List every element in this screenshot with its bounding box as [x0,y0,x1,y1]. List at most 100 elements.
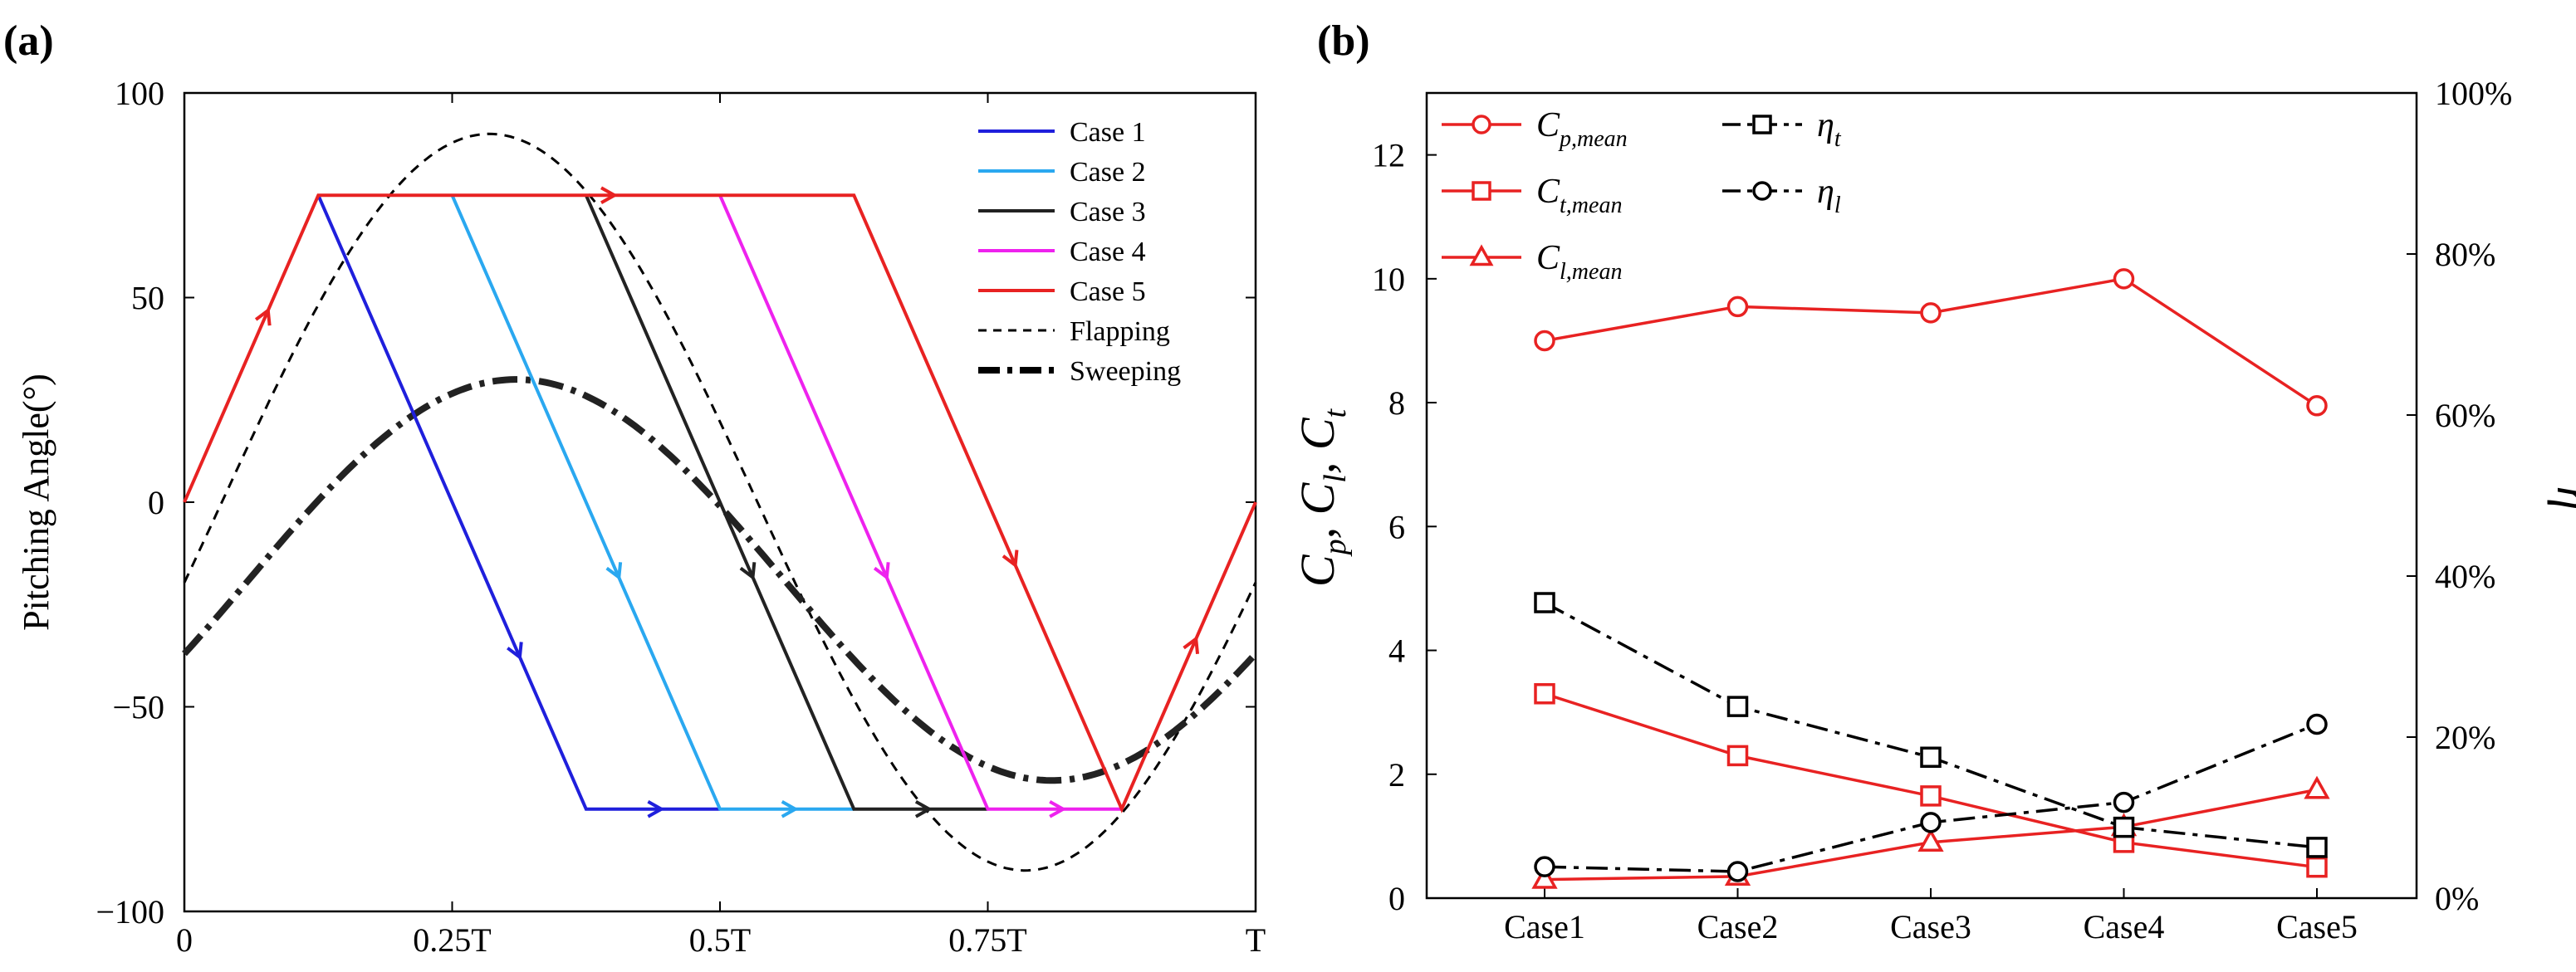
legend-label: Ct,mean [1536,173,1622,218]
legend-marker [1752,115,1772,134]
chart-b: Cp, Cl, Ct η Case1 Case2 Case3 Case4 Case5 0 2… [1290,75,2576,945]
legend-marker [1752,181,1772,201]
left-tick-label: 0 [1388,880,1405,917]
direction-arrow [1002,549,1019,569]
data-point [2304,775,2330,799]
x-tick-label: T [1246,921,1266,959]
direction-arrow [605,562,623,581]
legend-label-main: C [1536,106,1560,144]
direction-arrow [600,186,619,205]
y-tick-label: 0 [148,484,164,521]
legend-label-sub: t [1834,126,1842,152]
right-tick-label: 20% [2435,719,2495,756]
chart-b-left-ylabel: Cp, Cl, Ct [1290,408,1353,587]
legend-marker [1469,244,1494,266]
data-point [1920,746,1942,768]
data-point [2306,395,2328,417]
svg-text:Cp, Cl, Ct: Cp, Cl, Ct [1290,408,1353,587]
legend-label: Case 1 [1070,117,1146,148]
data-point [2113,268,2135,290]
y-tick-label: −100 [95,893,164,930]
data-point [1726,296,1749,318]
legend-label-main: η [1817,173,1834,211]
left-tick-label: 2 [1388,756,1405,794]
legend-label-sub: l,mean [1560,259,1622,285]
x-tick-label: Case1 [1504,908,1585,945]
legend-label: Case 3 [1070,197,1146,227]
direction-arrow [254,307,272,326]
legend-label: Cl,mean [1536,239,1622,285]
data-point [1726,745,1749,767]
case-line-5 [183,193,1257,813]
right-tick-label: 80% [2435,236,2495,273]
case-line-4 [718,194,1122,811]
chart-b-frame [1425,91,2418,900]
direction-arrow [507,642,523,661]
right-tick-label: 0% [2435,880,2479,917]
left-tick-label: 4 [1388,633,1405,670]
data-point [2113,791,2135,813]
direction-arrow [914,800,933,818]
direction-arrow [1183,635,1200,655]
legend-label: Sweeping [1070,356,1181,387]
y-tick-label: −50 [112,689,164,726]
chart-a-ticks: 0 0.25T 0.5T 0.75T T −100 −50 0 50 100 [95,75,1266,959]
y-tick-label: 50 [131,280,164,317]
right-tick-label: 40% [2435,558,2495,595]
panel-a-label: (a) [3,17,54,65]
legend-label: Cp,mean [1536,106,1628,152]
chart-b-right-ylabel: η [2547,486,2576,510]
x-tick-label: Case3 [1890,908,1971,945]
chart-a-case-lines [183,186,1257,818]
legend-label: Case 2 [1070,157,1146,188]
legend-label-sub: t,mean [1560,193,1622,218]
legend-label-main: C [1536,239,1560,277]
right-tick-label: 100% [2435,75,2512,112]
series-line-0 [1544,276,2318,408]
chart-a: Pitching Angle(°) 0 0.25T 0.5T 0.75T T −100 −5… [16,75,1266,959]
data-point [2113,816,2135,838]
x-tick-label: 0.75T [948,921,1026,959]
direction-arrow [1049,800,1067,818]
chart-b-series [1531,268,2330,889]
case-line-2 [450,194,855,811]
legend-label: Case 4 [1070,237,1146,267]
x-tick-label: Case4 [2084,908,2165,945]
flapping-curve [183,132,1257,872]
chart-a-legend: Case 1 Case 2 Case 3 Case 4 Case 5 Flapping Sw… [978,117,1181,387]
case-line-3 [584,194,988,811]
chart-b-ticks: Case1 Case2 Case3 Case4 Case5 0 2 4 6 8 10 12 0% 20% 4… [1372,75,2512,945]
data-point [1534,330,1555,352]
data-point [1920,785,1942,807]
legend-label-sub: p,mean [1558,126,1628,152]
data-point [1534,856,1555,877]
data-point [1917,828,1944,852]
legend-label: ηl [1817,173,1841,218]
data-point [2306,837,2328,858]
left-tick-label: 10 [1372,261,1405,298]
direction-arrow [781,800,799,818]
x-tick-label: 0.5T [689,921,751,959]
right-tick-label: 60% [2435,397,2495,434]
legend-marker [1472,115,1491,134]
x-tick-label: 0.25T [413,921,491,959]
data-point [1920,302,1942,324]
data-point [1534,592,1555,613]
x-tick-label: 0 [176,921,193,959]
chart-a-ylabel: Pitching Angle(°) [16,374,56,631]
data-point [1534,683,1555,705]
left-tick-label: 12 [1372,137,1405,174]
legend-label: Case 5 [1070,276,1146,307]
sweeping-curve [182,376,1258,784]
data-point [1726,861,1749,882]
data-point [1531,865,1558,889]
legend-label-main: η [1817,106,1834,144]
y-tick-label: 100 [115,75,164,112]
legend-label-sub: l [1834,193,1841,218]
case-line-1 [316,194,720,811]
left-tick-label: 8 [1388,384,1405,422]
direction-arrow [873,562,890,581]
legend-marker [1472,181,1491,201]
